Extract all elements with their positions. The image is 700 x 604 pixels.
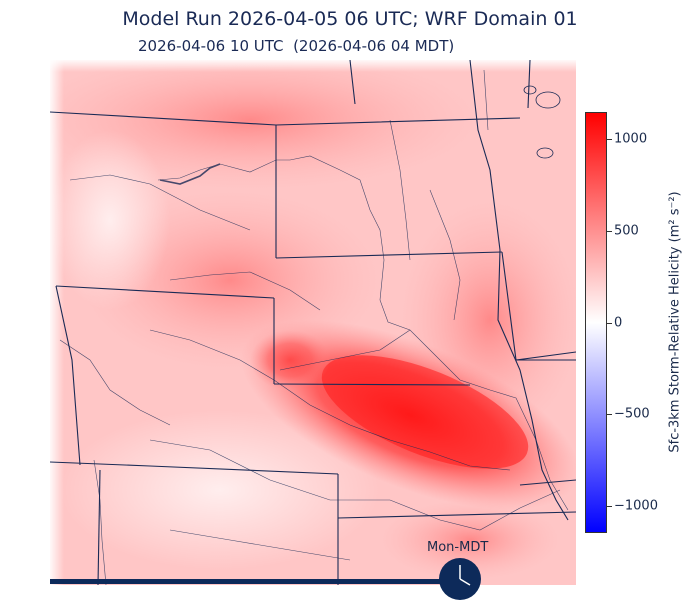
page-title: Model Run 2026-04-05 06 UTC; WRF Domain … [122,8,578,30]
srh-max-inner [321,355,529,469]
srh-secondary [250,330,330,390]
border-co-north [50,461,339,475]
colorbar [585,112,607,533]
colorbar-tick-label: 500 [614,223,639,239]
lake-sakakawea [159,163,221,185]
timezone-label: Mon-MDT [427,540,489,555]
colorbar-tick [607,505,612,507]
cheyenne-river [169,271,321,311]
clock-hands [459,565,471,586]
colorbar-tick-label: −1000 [614,498,658,514]
helicity-map [50,60,576,585]
colorbar-tick [607,322,612,324]
colorbar-label: Sfc-3km Storm-Relative Helicity (m² s⁻²) [667,191,683,453]
arkansas-river [149,439,561,531]
james-river [389,119,411,261]
colorbar-tick-label: −500 [614,406,650,422]
clock-icon [439,558,481,600]
state-borders [50,60,576,585]
colorbar-tick-label: 1000 [614,131,648,147]
missouri-river [157,155,569,511]
border-nm [97,469,101,585]
lake-3 [523,85,537,95]
colorbar-tick-label: 0 [614,315,623,330]
minor-river-1 [59,339,171,426]
lakes [523,85,561,159]
srh-pale-west [50,130,170,310]
colorbar-tick [607,139,612,141]
srh-pale-southwest [60,410,380,570]
border-missouri-river [469,60,569,521]
colorbar-tick [607,414,612,416]
srh-warm-north [50,60,480,190]
minor-river-2 [429,189,461,321]
rivers [59,69,569,585]
valid-time-subtitle: 2026-04-06 10 UTC (2026-04-06 04 MDT) [138,37,455,55]
lake-1 [536,147,554,159]
niobrara-river [279,329,411,371]
lake-2 [535,91,561,109]
rio-grande [93,459,107,585]
timeline-bar [50,579,460,584]
yellowstone-river [69,174,251,231]
border-canada-east [527,60,531,109]
border-vertical-ne [349,60,356,105]
border-ne-north [273,383,471,386]
colorbar-tick [607,230,612,232]
red-river [483,69,489,131]
border-sd-ne-line [275,251,503,259]
srh-south [380,500,560,580]
canadian-river [169,529,351,561]
border-ut [55,285,81,466]
border-wy-north [55,285,275,299]
border-ks-south [337,511,576,519]
platte-river [149,329,511,471]
